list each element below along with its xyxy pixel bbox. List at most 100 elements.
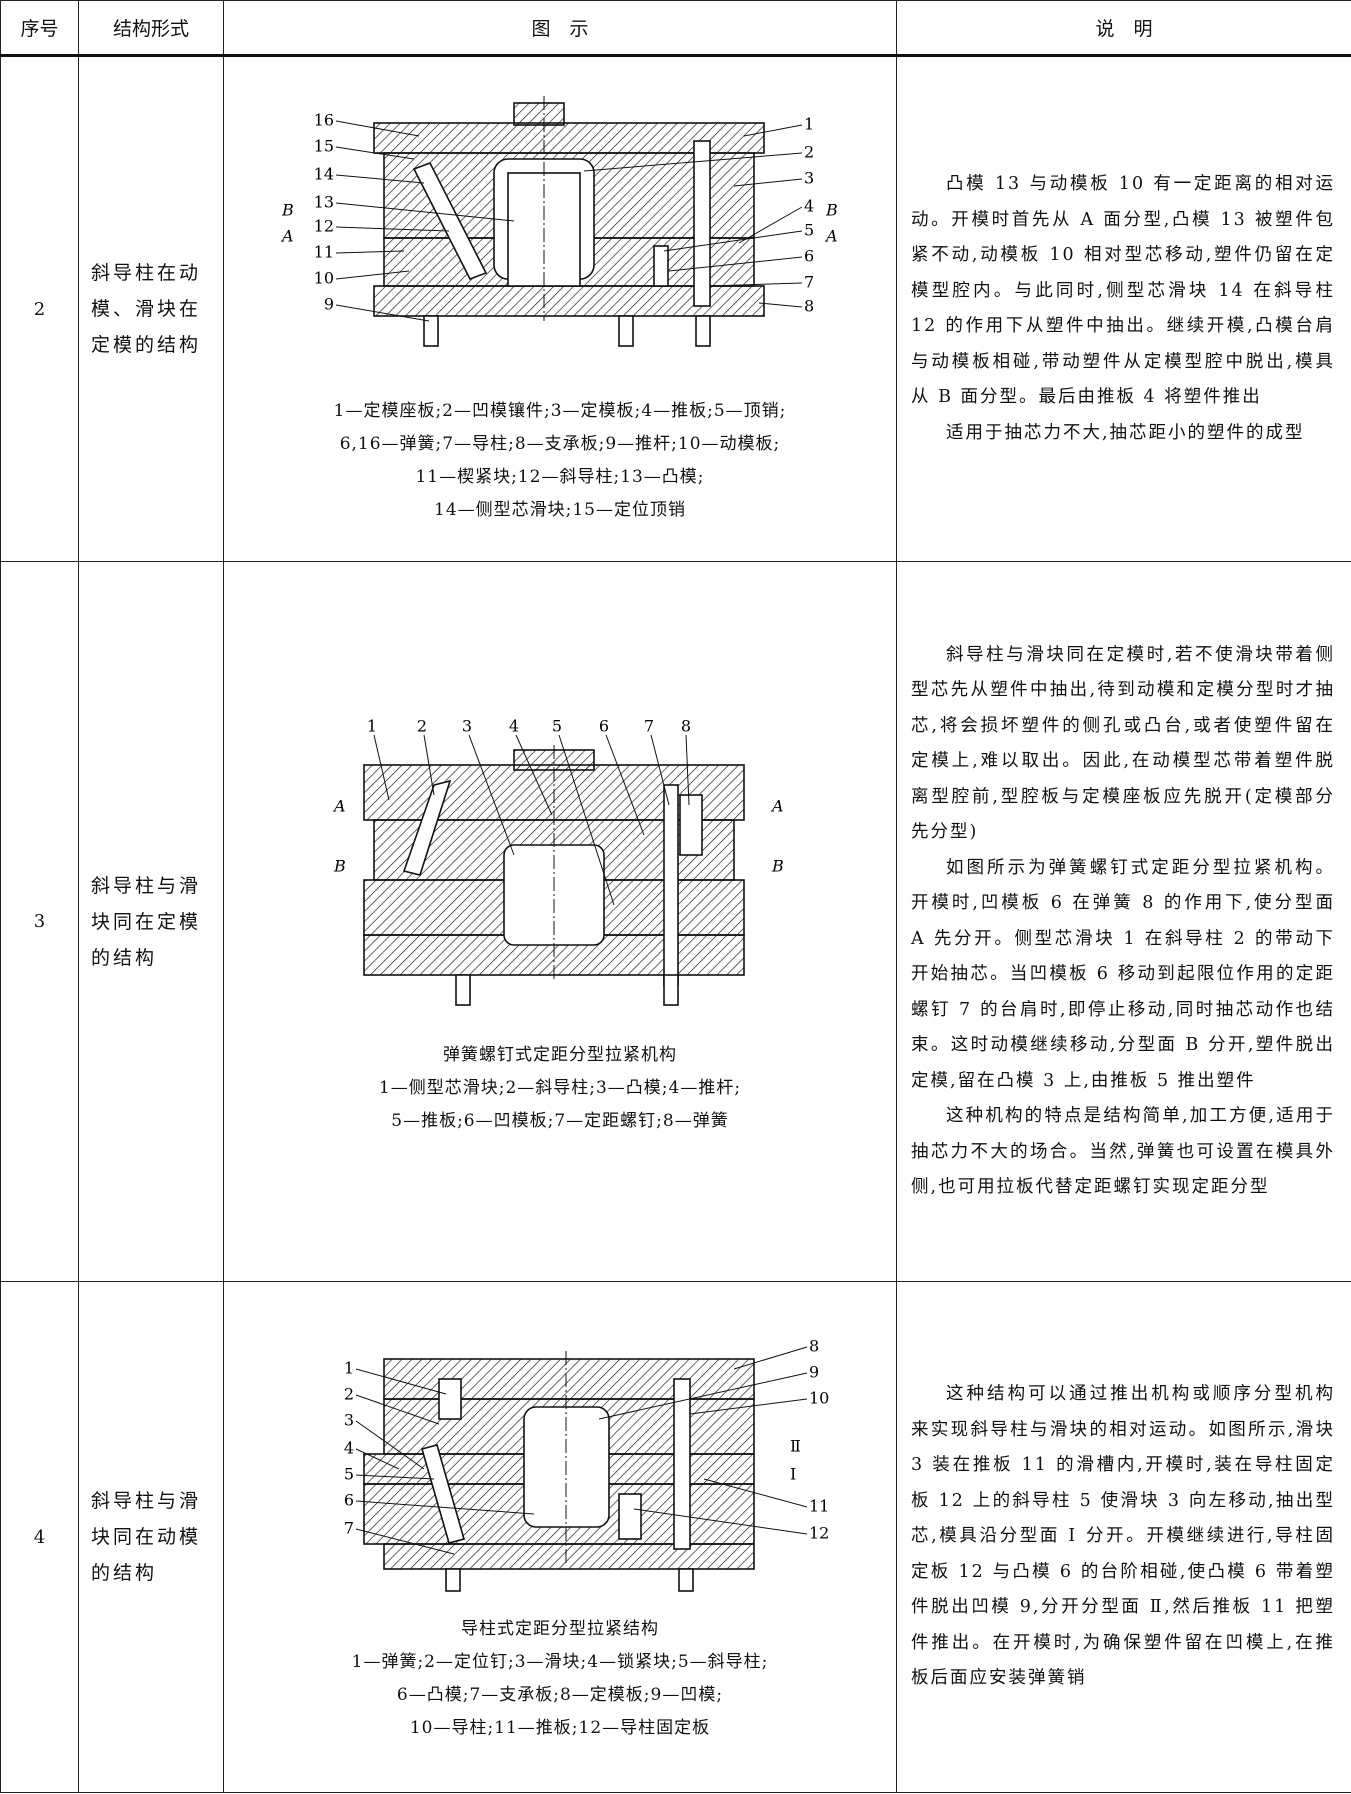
leader-line — [355, 1448, 400, 1470]
leader-line — [583, 152, 803, 172]
callout-label: 1 — [367, 717, 377, 736]
leader-line — [335, 304, 430, 322]
guide-pin — [693, 140, 711, 307]
structure-form: 斜导柱与滑块同在动模的结构 — [78, 1281, 224, 1793]
legend-line: 1—弹簧;2—定位钉;3—滑块;4—锁紧块;5—斜导柱; — [351, 1652, 769, 1672]
callouts: 16 15 14 13 12 11 10 9 B A 1 2 3 4 5 6 7… — [280, 111, 838, 322]
leader-line — [355, 1500, 535, 1515]
callout-label: 2 — [804, 143, 814, 162]
row-number: 4 — [0, 1281, 79, 1793]
callout-label: 12 — [314, 217, 334, 236]
callout-label: 6 — [804, 247, 814, 266]
table-row: 2 斜导柱在动模、滑块在定模的结构 16 15 14 13 12 11 10 9… — [0, 55, 1351, 562]
leader-line — [335, 226, 450, 232]
guide-pin — [673, 1378, 691, 1550]
callout-label: 16 — [314, 111, 334, 130]
stop-screw — [663, 784, 679, 986]
leader-line — [709, 282, 803, 287]
leader-line — [335, 202, 515, 222]
header-cell: 说 明 — [896, 0, 1351, 57]
leader-line — [733, 178, 803, 187]
spring — [653, 245, 669, 287]
header-row: 序号 结构形式 图 示 说 明 — [0, 0, 1351, 57]
leader-line — [605, 734, 645, 836]
callout-label: 8 — [681, 717, 691, 736]
legend-line: 6,16—弹簧;7—导柱;8—支承板;9—推杆;10—动模板; — [339, 434, 781, 454]
parting-label: B — [281, 201, 294, 220]
angle-pin — [402, 779, 452, 876]
leader-line — [335, 120, 420, 137]
callout-label: 5 — [344, 1465, 354, 1484]
callout-label: 6 — [344, 1491, 354, 1510]
leader-line — [558, 734, 615, 906]
parting-label: B — [771, 857, 784, 876]
plate — [373, 122, 765, 154]
spring — [679, 794, 703, 856]
description: 这种结构可以通过推出机构或顺序分型机构来实现斜导柱与滑块的相对运动。如图所示,滑… — [896, 1281, 1351, 1793]
description: 凸模 13 与动模板 10 有一定距离的相对运动。开模时首先从 A 面分型,凸模… — [896, 55, 1351, 562]
leader-line — [468, 734, 515, 856]
legend-line: 6—凸模;7—支承板;8—定模板;9—凹模; — [396, 1685, 724, 1705]
legend-line: 1—定模座板;2—凹模镶件;3—定模板;4—推板;5—顶销; — [333, 401, 787, 421]
plate — [383, 1543, 755, 1570]
figure-cell: 1 2 3 4 5 6 7 8 A B A B 弹簧螺钉式定距分型拉紧机构 1—… — [223, 561, 897, 1282]
callout-label: 12 — [809, 1524, 829, 1543]
header-cell: 图 示 — [223, 0, 897, 57]
figure-legend: 1—侧型芯滑块;2—斜导柱;3—凸模;4—推杆; 5—推板;6—凹模板;7—定距… — [224, 1072, 896, 1138]
leader-line — [355, 1394, 440, 1425]
sprue — [513, 102, 565, 126]
callout-label: 15 — [314, 137, 334, 156]
leader-line — [733, 1346, 808, 1370]
paragraph: 斜导柱与滑块同在定模时,若不使滑块带着侧型芯先从塑件中抽出,待到动模和定模分型时… — [911, 644, 1335, 843]
parting-label: A — [770, 797, 784, 816]
leader-line — [335, 146, 415, 160]
parting-label: B — [333, 857, 346, 876]
paragraph: 适用于抽芯力不大,抽芯距小的塑件的成型 — [946, 422, 1305, 443]
leader-line — [650, 734, 670, 806]
leader-line — [335, 270, 410, 280]
callout-label: 8 — [804, 297, 814, 316]
callout-label: 3 — [462, 717, 472, 736]
pin — [445, 1568, 461, 1592]
legend-line: 5—推板;6—凹模板;7—定距螺钉;8—弹簧 — [391, 1111, 729, 1131]
row-number: 3 — [0, 561, 79, 1282]
leader-line — [738, 206, 803, 244]
paragraph: 凸模 13 与动模板 10 有一定距离的相对运动。开模时首先从 A 面分型,凸模… — [911, 174, 1335, 407]
legend-line: 11—楔紧块;12—斜导柱;13—凸模; — [415, 467, 705, 487]
figure-caption: 弹簧螺钉式定距分型拉紧机构 — [443, 1045, 677, 1065]
leader-line — [703, 1478, 808, 1508]
leader-line — [668, 256, 803, 272]
callout-label: 8 — [809, 1337, 819, 1356]
table-row: 3 斜导柱与滑块同在定模的结构 1 2 3 4 5 6 7 8 A B A B … — [0, 561, 1351, 1282]
callout-label: 2 — [417, 717, 427, 736]
callout-label: 10 — [809, 1389, 829, 1408]
callout-label: 1 — [344, 1359, 354, 1378]
callout-label: 11 — [314, 243, 334, 262]
row-number: 2 — [0, 55, 79, 562]
description: 斜导柱与滑块同在定模时,若不使滑块带着侧型芯先从塑件中抽出,待到动模和定模分型时… — [896, 561, 1351, 1282]
leader-line — [355, 1474, 435, 1480]
mold-diagram: 1 2 3 4 5 6 7 8 A B A B — [332, 717, 784, 1006]
leader-line — [335, 250, 405, 254]
ejector-pin — [695, 315, 711, 347]
callout-label: 2 — [344, 1385, 354, 1404]
leader-line — [355, 1368, 447, 1395]
ejector-pin — [423, 315, 439, 347]
paragraph: 这种结构可以通过推出机构或顺序分型机构来实现斜导柱与滑块的相对运动。如图所示,滑… — [911, 1384, 1335, 1689]
legend-line: 14—侧型芯滑块;15—定位顶销 — [434, 500, 686, 520]
figure-legend: 1—弹簧;2—定位钉;3—滑块;4—锁紧块;5—斜导柱; 6—凸模;7—支承板;… — [224, 1646, 896, 1745]
callout-label: 5 — [552, 717, 562, 736]
callout-label: 13 — [314, 193, 334, 212]
pin — [455, 974, 471, 1006]
figure-caption: 导柱式定距分型拉紧结构 — [461, 1619, 659, 1639]
callout-label: 5 — [804, 221, 814, 240]
header-cell: 结构形式 — [78, 0, 224, 57]
leader-line — [663, 230, 803, 252]
header-cell: 序号 — [0, 0, 79, 57]
callouts: 1 2 3 4 5 6 7 8 A B A B — [332, 717, 784, 906]
callout-label: 14 — [314, 165, 334, 184]
callout-label: 1 — [804, 115, 814, 134]
